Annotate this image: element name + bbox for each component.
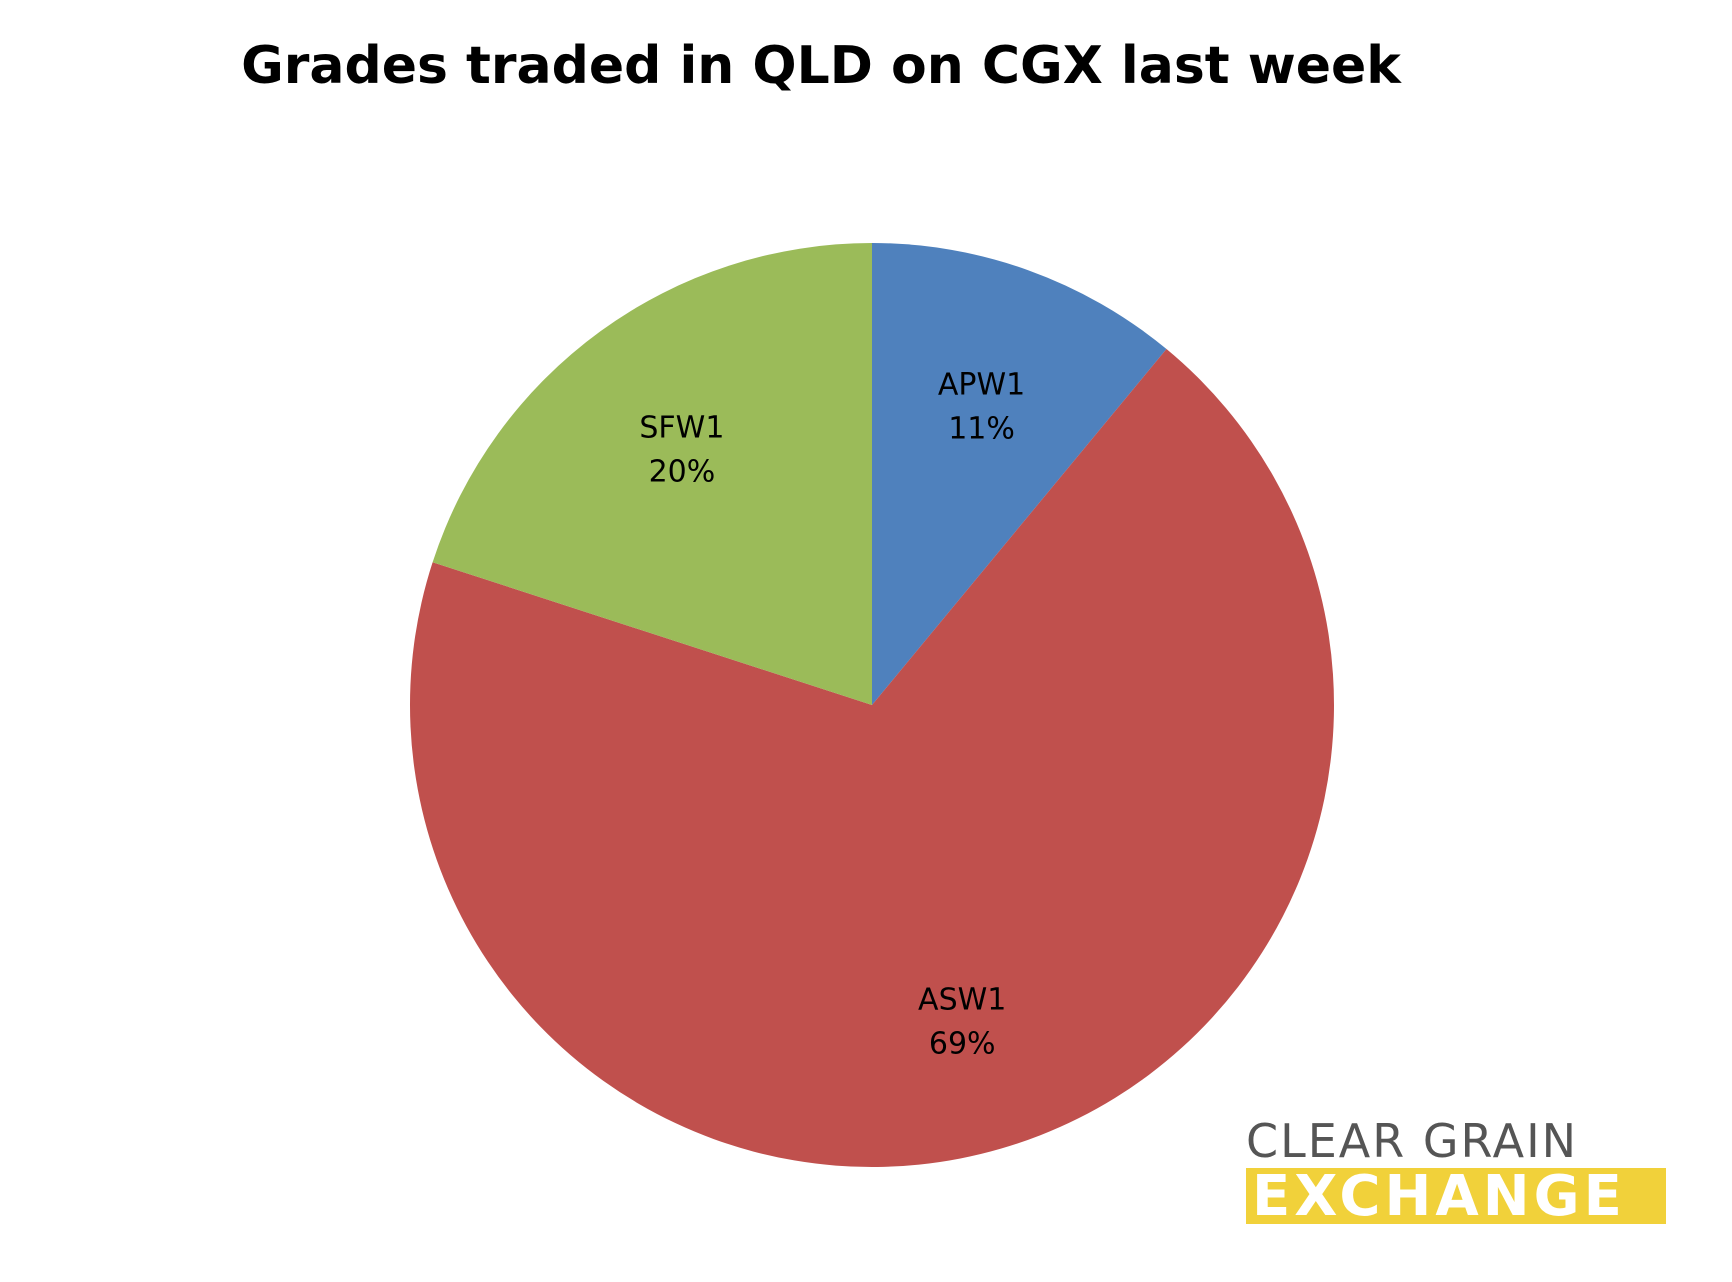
slice-percent-label: 69% <box>929 1027 996 1062</box>
slice-label-asw1: ASW1 69% <box>918 983 1006 1062</box>
logo-yellow-bar: EXCHANGE <box>1246 1168 1666 1224</box>
logo-line-clear-grain: CLEAR GRAIN <box>1246 1114 1579 1168</box>
pie-slices <box>409 243 1334 1167</box>
pie-slice-apw1 <box>872 243 1167 705</box>
slice-percent-label: 20% <box>649 454 716 489</box>
pie-labels: APW1 11% ASW1 69% SFW1 20% <box>639 368 1025 1062</box>
clear-grain-exchange-logo: CLEAR GRAIN EXCHANGE <box>1246 1118 1666 1224</box>
pie-slice-sfw1 <box>432 243 872 705</box>
chart-title: Grades traded in QLD on CGX last week <box>241 36 1401 96</box>
slice-percent-label: 11% <box>948 412 1015 447</box>
slice-label-sfw1: SFW1 20% <box>639 410 724 489</box>
slice-category-label: APW1 <box>938 368 1025 403</box>
logo-line-exchange: EXCHANGE <box>1252 1168 1626 1225</box>
slice-label-apw1: APW1 11% <box>938 368 1025 447</box>
pie-slice-asw1 <box>409 349 1334 1167</box>
slice-category-label: ASW1 <box>918 983 1006 1018</box>
slice-category-label: SFW1 <box>639 410 724 445</box>
